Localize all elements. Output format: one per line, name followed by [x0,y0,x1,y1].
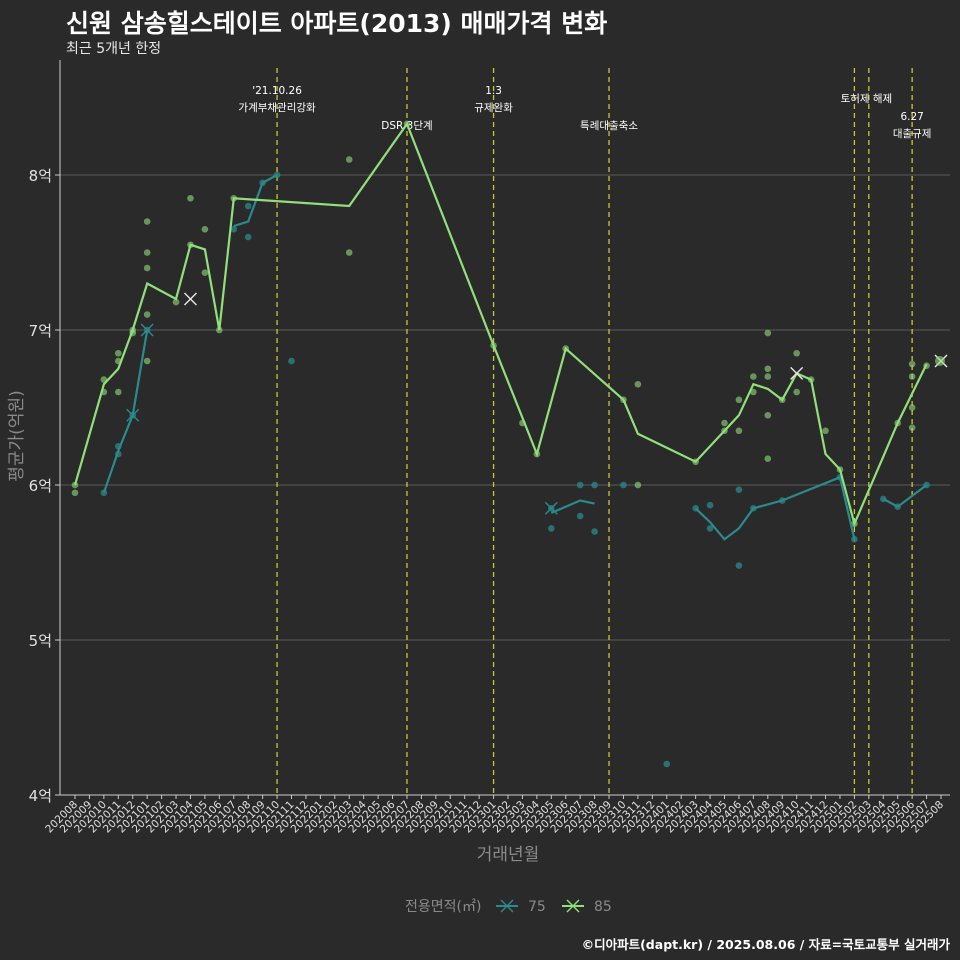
data-point-85 [750,373,757,380]
y-axis-label: 평균가(억원) [7,390,27,481]
data-point-75 [288,357,295,365]
event-annotation: 대출규제 [893,128,932,140]
legend-label: 85 [594,899,612,915]
marker-85 [183,292,197,306]
data-point-85 [115,349,122,357]
series-line-75 [233,174,278,228]
series-line-75 [882,484,928,509]
event-annotation: 규제완화 [474,101,513,114]
legend-swatch-marker [500,899,514,913]
series-line-75 [550,499,595,514]
event-annotation: 토허제 해제 [841,92,893,105]
data-point-75 [576,481,584,489]
data-point-85 [721,419,728,427]
data-point-85 [764,455,772,462]
data-point-85 [764,365,772,373]
source-caption: ©디아파트(dapt.kr) / 2025.08.06 / 자료=국토교통부 실… [581,937,950,952]
data-point-85 [735,396,743,404]
data-point-85 [71,489,79,497]
data-point-85 [187,194,194,202]
data-point-85 [764,411,772,419]
data-point-75 [548,525,555,532]
event-annotation: 특례대출축소 [580,120,638,132]
series-line-85 [73,121,928,528]
event-annotation: 1.3 [485,85,502,97]
data-point-85 [764,373,772,380]
marker-75 [544,501,558,515]
latest-point [935,356,945,366]
data-point-85 [115,388,122,396]
data-point-85 [764,329,772,337]
y-tick-label: 4억 [29,787,52,805]
data-point-75 [591,528,598,535]
y-tick-label: 5억 [29,632,52,650]
data-point-85 [908,424,916,431]
event-annotation: 가계부채관리강화 [238,102,316,114]
data-point-85 [634,481,642,489]
data-point-75 [591,481,598,489]
event-annotation: 6.27 [900,111,923,123]
grid-lines [60,174,950,796]
data-point-85 [634,380,642,388]
chart-subtitle: 최근 5개년 한정 [66,41,162,57]
series-line-75 [694,475,856,541]
data-point-85 [735,427,743,435]
data-point-75 [576,512,584,520]
data-point-85 [172,298,180,306]
data-point-75 [663,760,671,768]
series-line-75 [102,329,149,494]
legend: 전용면적(㎡) 75 85 [405,899,612,915]
data-point-75 [230,225,238,233]
marker-75 [126,408,140,422]
data-point-85 [793,388,800,396]
data-point-85 [345,249,353,256]
chart-title: 신원 삼송힐스테이트 아파트(2013) 매매가격 변화 [66,9,608,38]
legend-swatch-marker [566,899,580,913]
data-point-85 [908,404,916,411]
data-point-85 [201,269,209,276]
data-point-85 [143,264,151,272]
legend-title: 전용면적(㎡) [405,899,481,915]
data-point-85 [908,373,916,380]
event-annotation: '21.10.26 [252,85,302,97]
data-point-85 [143,249,151,256]
data-point-75 [735,486,743,493]
axes: 4억5억6억7억8억202008202009202010202011202012… [29,60,950,835]
data-point-85 [143,218,151,225]
data-point-75 [706,525,714,532]
data-point-75 [620,481,627,489]
data-point-85 [822,427,829,435]
data-point-85 [908,360,916,368]
series-layer [71,120,948,768]
data-point-75 [735,562,743,569]
data-point-85 [201,225,209,233]
y-tick-label: 8억 [29,167,52,185]
data-point-75 [244,233,252,241]
x-axis-label: 거래년월 [477,845,540,865]
y-tick-label: 6억 [29,477,52,495]
marker-85 [790,366,804,380]
data-point-75 [244,202,252,210]
legend-label: 75 [528,899,546,915]
data-point-85 [793,349,800,357]
data-point-85 [143,357,151,365]
marker-75 [140,323,154,337]
data-point-85 [143,311,151,318]
data-point-85 [345,156,353,163]
data-point-75 [706,501,714,509]
y-tick-label: 7억 [29,322,52,340]
